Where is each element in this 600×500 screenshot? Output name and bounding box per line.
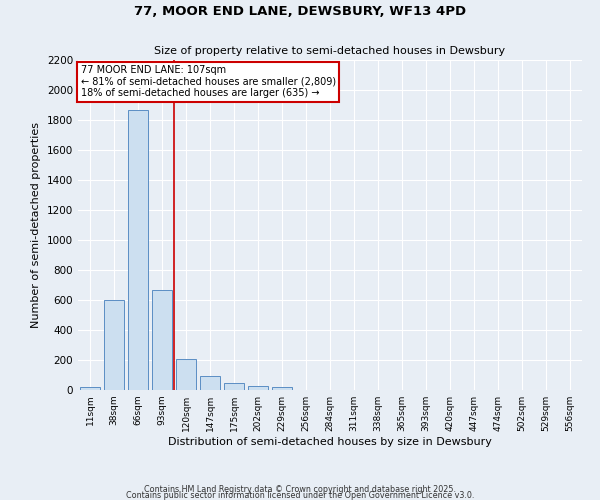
Bar bbox=[152, 290, 172, 390]
Text: 77 MOOR END LANE: 107sqm
← 81% of semi-detached houses are smaller (2,809)
18% o: 77 MOOR END LANE: 107sqm ← 81% of semi-d… bbox=[80, 65, 335, 98]
Bar bbox=[176, 358, 196, 390]
Bar bbox=[248, 386, 268, 390]
Text: 77, MOOR END LANE, DEWSBURY, WF13 4PD: 77, MOOR END LANE, DEWSBURY, WF13 4PD bbox=[134, 5, 466, 18]
Text: Contains public sector information licensed under the Open Government Licence v3: Contains public sector information licen… bbox=[126, 490, 474, 500]
Bar bbox=[224, 383, 244, 390]
Text: Contains HM Land Registry data © Crown copyright and database right 2025.: Contains HM Land Registry data © Crown c… bbox=[144, 484, 456, 494]
Bar bbox=[104, 300, 124, 390]
Y-axis label: Number of semi-detached properties: Number of semi-detached properties bbox=[31, 122, 41, 328]
Bar bbox=[128, 110, 148, 390]
Bar bbox=[200, 376, 220, 390]
X-axis label: Distribution of semi-detached houses by size in Dewsbury: Distribution of semi-detached houses by … bbox=[168, 437, 492, 447]
Bar bbox=[272, 387, 292, 390]
Bar bbox=[80, 387, 100, 390]
Title: Size of property relative to semi-detached houses in Dewsbury: Size of property relative to semi-detach… bbox=[154, 46, 506, 56]
